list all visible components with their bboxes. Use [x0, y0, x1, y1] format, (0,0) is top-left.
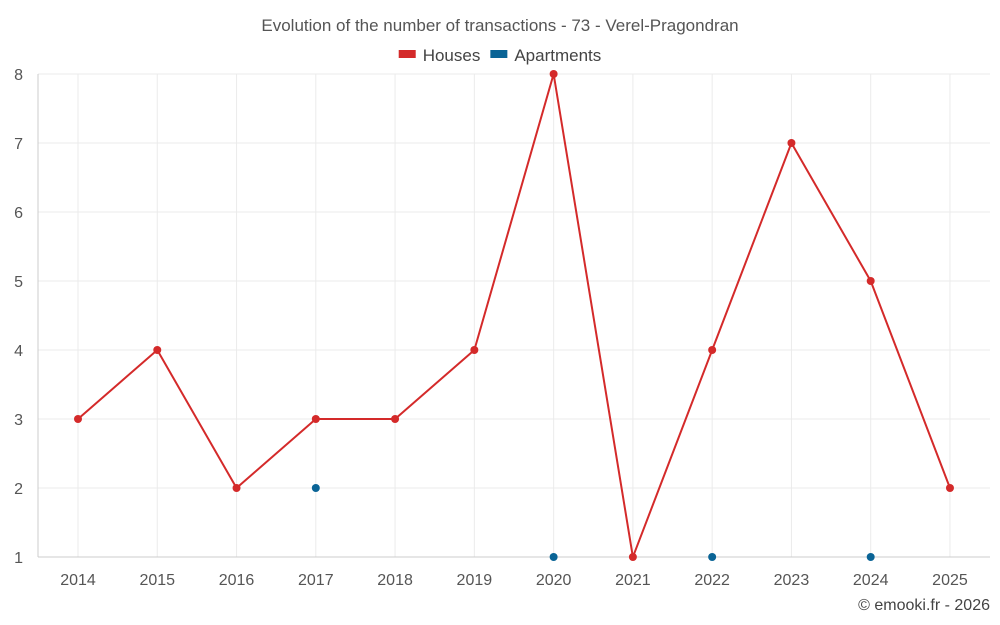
data-point-houses[interactable] — [549, 70, 558, 78]
legend-label-apartments: Apartments — [514, 46, 601, 65]
x-tick-label: 2021 — [615, 572, 651, 589]
data-point-houses[interactable] — [470, 346, 479, 354]
legend-swatch-houses — [398, 50, 416, 58]
grid — [38, 73, 990, 557]
data-point-apartments[interactable] — [549, 553, 558, 561]
chart-title: Evolution of the number of transactions … — [261, 16, 738, 35]
x-axis: 2014 2015 2016 2017 2018 2019 2020 2021 2022 2023… — [38, 556, 990, 589]
data-point-houses[interactable] — [628, 553, 637, 561]
x-tick-label: 2020 — [536, 572, 572, 589]
x-tick-label: 2017 — [298, 572, 334, 589]
credit-text: © emooki.fr - 2026 — [858, 597, 990, 614]
x-tick-label: 2015 — [139, 572, 175, 589]
data-point-apartments[interactable] — [866, 553, 875, 561]
series-apartments — [311, 484, 875, 561]
data-point-houses[interactable] — [74, 415, 82, 423]
legend-label-houses: Houses — [423, 46, 481, 65]
x-tick-label: 2016 — [219, 572, 255, 589]
x-tick-label: 2025 — [932, 572, 968, 589]
series-line-houses — [77, 73, 951, 558]
y-tick-label: 1 — [14, 550, 23, 567]
series-layer — [74, 70, 954, 561]
y-tick-label: 2 — [14, 481, 23, 498]
legend: Houses Apartments — [398, 46, 601, 65]
x-tick-label: 2018 — [377, 572, 413, 589]
x-tick-label: 2023 — [774, 572, 810, 589]
y-tick-label: 7 — [14, 136, 23, 153]
y-tick-label: 8 — [14, 67, 23, 84]
data-point-houses[interactable] — [866, 277, 875, 285]
y-tick-label: 6 — [14, 205, 23, 222]
legend-swatch-apartments — [490, 50, 508, 58]
data-point-houses[interactable] — [311, 415, 320, 423]
data-point-apartments[interactable] — [708, 553, 717, 561]
x-tick-label: 2022 — [694, 572, 730, 589]
legend-item-apartments[interactable]: Apartments — [490, 46, 601, 65]
data-point-houses[interactable] — [945, 484, 954, 492]
data-point-apartments[interactable] — [311, 484, 320, 492]
data-point-houses[interactable] — [391, 415, 400, 423]
data-point-houses[interactable] — [232, 484, 241, 492]
x-tick-label: 2024 — [853, 572, 889, 589]
y-axis: 1 2 3 4 5 6 7 8 — [14, 67, 39, 567]
y-tick-label: 4 — [14, 343, 23, 360]
series-houses — [74, 70, 954, 561]
y-tick-label: 5 — [14, 274, 23, 291]
legend-item-houses[interactable]: Houses — [398, 46, 481, 65]
y-tick-label: 3 — [14, 412, 23, 429]
data-point-houses[interactable] — [153, 346, 162, 354]
x-tick-label: 2014 — [60, 572, 96, 589]
data-point-houses[interactable] — [787, 139, 796, 147]
x-tick-label: 2019 — [457, 572, 493, 589]
data-point-houses[interactable] — [708, 346, 717, 354]
